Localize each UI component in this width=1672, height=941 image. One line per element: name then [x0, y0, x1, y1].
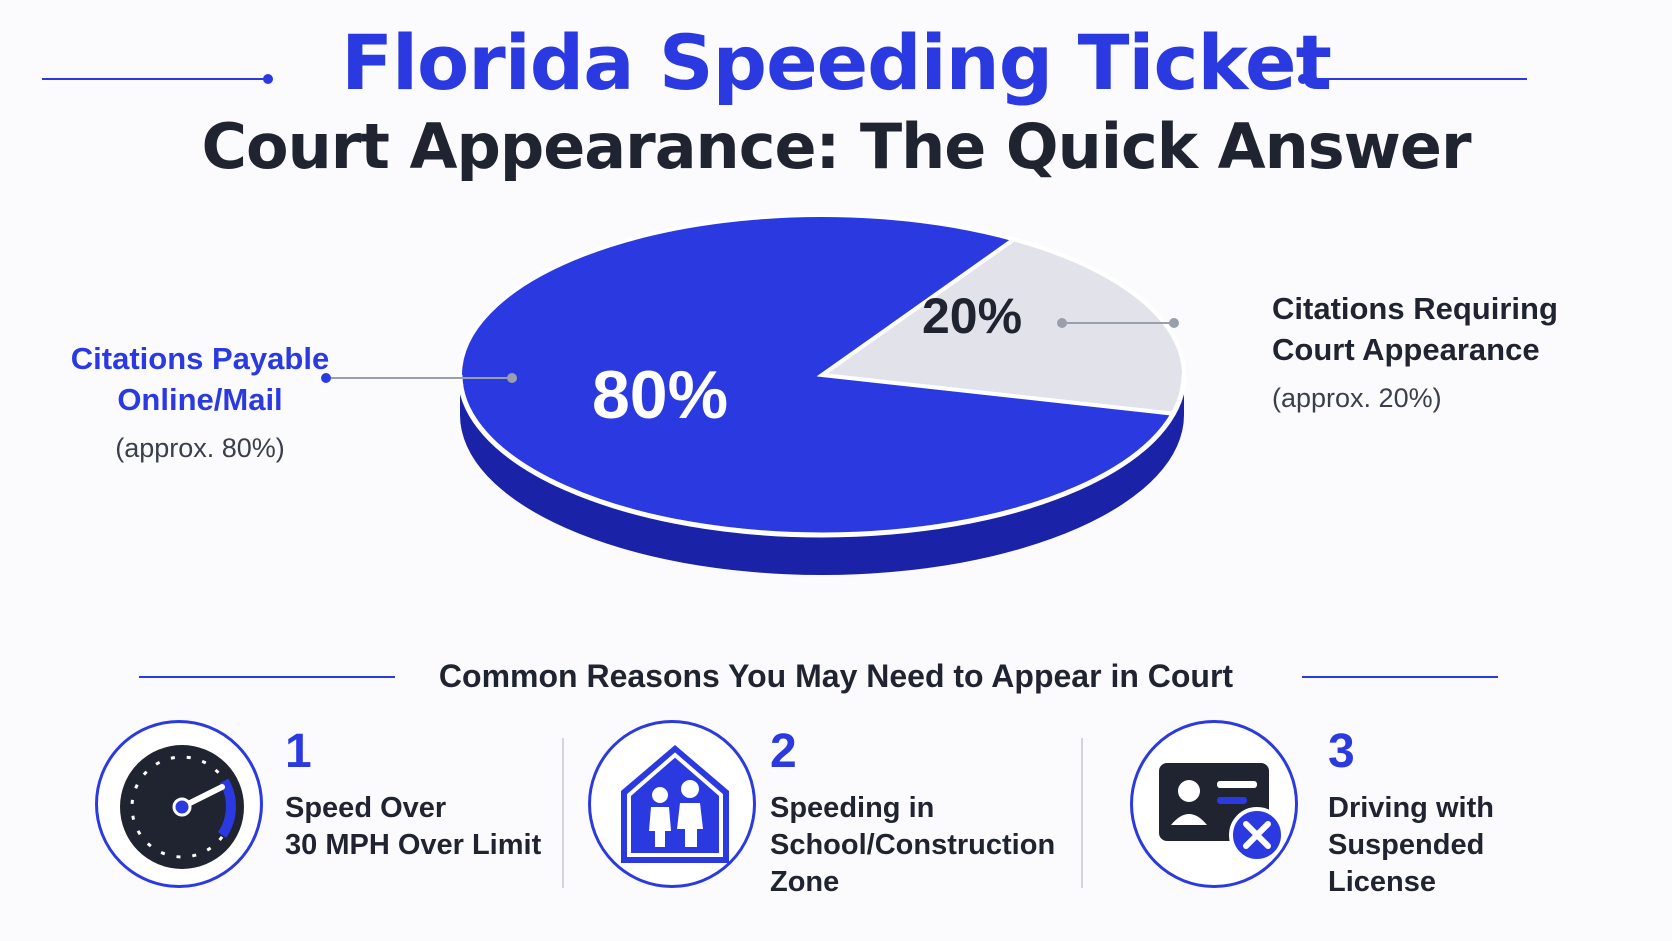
reason-3-line-2: Suspended	[1328, 829, 1485, 861]
reason-text-2: Speeding in School/Construction Zone	[770, 790, 1055, 901]
callout-court-appearance-sub: (approx. 20%)	[1272, 383, 1442, 413]
speedometer-icon	[95, 720, 263, 888]
reasons-heading: Common Reasons You May Need to Appear in…	[438, 658, 1234, 694]
callout-court-appearance-line1: Citations Requiring	[1272, 291, 1558, 326]
page-subtitle: Court Appearance: The Quick Answer	[201, 110, 1471, 183]
callout-online-mail-title: Citations Payable Online/Mail	[40, 338, 360, 420]
reason-2-line-2: School/Construction	[770, 829, 1056, 861]
leader-court-appearance-dot-b	[1169, 318, 1179, 328]
title-rule-left	[42, 78, 268, 80]
pie-rim	[457, 374, 1187, 538]
callout-court-appearance-title: Citations Requiring Court Appearance	[1272, 288, 1632, 370]
suspended-license-icon	[1130, 720, 1298, 888]
pie-chart: 80% 20%	[321, 215, 1187, 575]
reason-number-1: 1	[285, 725, 312, 778]
reason-3-line-3: License	[1328, 866, 1436, 898]
reason-2-line-1: Speeding in	[770, 792, 935, 824]
reason-2-line-3: Zone	[770, 866, 840, 898]
reason-number-2: 2	[770, 725, 797, 778]
reason-text-1: Speed Over 30 MPH Over Limit	[285, 790, 541, 864]
section-rule-left	[139, 676, 395, 678]
reason-divider-2	[1081, 738, 1083, 888]
leader-online-mail-dot-b	[507, 373, 517, 383]
reason-number-3: 3	[1328, 725, 1355, 778]
callout-online-mail-sub: (approx. 80%)	[115, 433, 285, 463]
reason-1-line-1: Speed Over	[285, 792, 447, 824]
title-rule-right	[1305, 78, 1527, 80]
leader-court-appearance-dot-a	[1057, 318, 1067, 328]
leader-online-mail-dot-a	[321, 373, 331, 383]
school-zone-sign-icon	[588, 720, 756, 888]
reason-item-3: 3 Driving with Suspended License	[1130, 720, 1600, 900]
section-rule-right	[1302, 676, 1498, 678]
callout-court-appearance: Citations Requiring Court Appearance (ap…	[1272, 288, 1632, 418]
callout-online-mail-line1: Citations Payable	[70, 341, 330, 376]
pie-data-label-court-appearance: 20%	[922, 288, 1022, 344]
callout-court-appearance-line2: Court Appearance	[1272, 332, 1540, 367]
pie-data-label-online-mail: 80%	[592, 357, 728, 433]
reason-divider-1	[562, 738, 564, 888]
reason-text-3: Driving with Suspended License	[1328, 790, 1494, 901]
title-dot-right	[1298, 74, 1308, 84]
callout-online-mail: Citations Payable Online/Mail (approx. 8…	[40, 338, 360, 468]
title-dot-left	[263, 74, 273, 84]
reason-3-line-1: Driving with	[1328, 792, 1494, 824]
pie-side-wall	[460, 375, 1184, 575]
page-title: Florida Speeding Ticket	[341, 18, 1332, 107]
callout-online-mail-line2: Online/Mail	[117, 382, 283, 417]
reason-1-line-2: 30 MPH Over Limit	[285, 829, 542, 861]
reason-item-1: 1 Speed Over 30 MPH Over Limit	[95, 720, 565, 900]
reason-item-2: 2 Speeding in School/Construction Zone	[588, 720, 1078, 900]
